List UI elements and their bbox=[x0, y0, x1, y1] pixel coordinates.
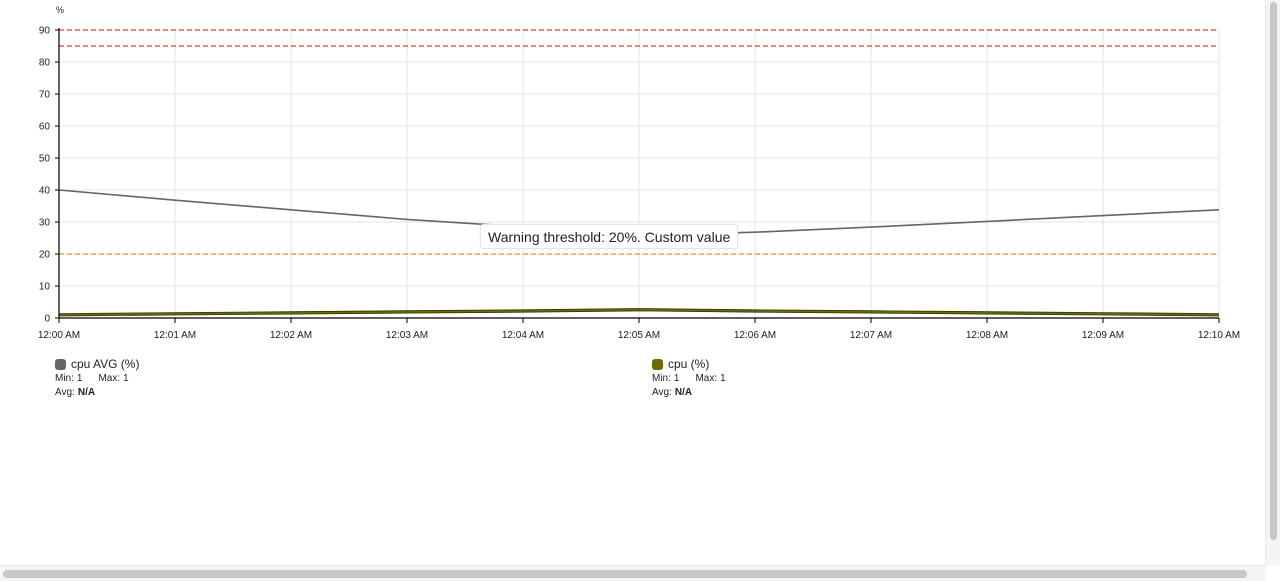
x-tick-label: 12:08 AM bbox=[966, 330, 1008, 341]
avg-label: Avg: bbox=[55, 387, 75, 398]
cpu-chart: 0 10 20 30 40 50 60 70 80 90 12:00 AM 12:01 AM 12:02… bbox=[38, 5, 1240, 342]
x-tick-label: 12:06 AM bbox=[734, 330, 776, 341]
y-tick-label: 70 bbox=[39, 90, 51, 101]
avg-value: N/A bbox=[77, 387, 96, 398]
horizontal-scrollbar-thumb[interactable] bbox=[3, 570, 1247, 578]
legend-min-max: Min: 1 Max: 1 bbox=[652, 373, 726, 385]
vertical-scrollbar-thumb[interactable] bbox=[1270, 2, 1277, 540]
y-tick-label: 50 bbox=[39, 154, 51, 165]
max-value: 1 bbox=[720, 373, 726, 384]
y-tick-label: 0 bbox=[44, 314, 50, 325]
min-value: 1 bbox=[76, 373, 83, 384]
max-value: 1 bbox=[123, 373, 129, 384]
min-value: 1 bbox=[673, 373, 680, 384]
max-label: Max: bbox=[98, 373, 121, 384]
y-tick-label: 80 bbox=[39, 58, 51, 69]
y-tick-label: 60 bbox=[39, 122, 51, 133]
y-axis-unit: % bbox=[56, 5, 64, 15]
threshold-lines bbox=[59, 29, 1219, 255]
x-tick-label: 12:00 AM bbox=[38, 330, 80, 341]
legend-min-max: Min: 1 Max: 1 bbox=[55, 373, 139, 385]
legend-item-cpu-avg[interactable]: cpu AVG (%) Min: 1 Max: 1 Avg: N/A bbox=[55, 357, 139, 399]
y-tick-label: 40 bbox=[39, 186, 51, 197]
y-tick-label: 30 bbox=[39, 218, 51, 229]
min-label: Min: bbox=[652, 373, 671, 384]
legend-series-name: cpu AVG (%) bbox=[71, 357, 140, 371]
x-tick-label: 12:10 AM bbox=[1198, 330, 1240, 341]
legend-avg: Avg: N/A bbox=[652, 387, 726, 399]
vertical-scrollbar[interactable] bbox=[1265, 0, 1280, 565]
x-tick-label: 12:04 AM bbox=[502, 330, 544, 341]
x-tick-label: 12:01 AM bbox=[154, 330, 196, 341]
legend-swatch bbox=[55, 358, 66, 370]
chart-axes: 0 10 20 30 40 50 60 70 80 90 12:00 AM 12:01 AM 12:02… bbox=[38, 26, 1240, 342]
y-tick-label: 90 bbox=[39, 26, 51, 37]
legend-series-name: cpu (%) bbox=[668, 357, 710, 371]
x-tick-label: 12:07 AM bbox=[850, 330, 892, 341]
max-label: Max: bbox=[695, 373, 718, 384]
x-tick-label: 12:03 AM bbox=[386, 330, 428, 341]
threshold-tooltip: Warning threshold: 20%. Custom value bbox=[480, 224, 739, 249]
avg-label: Avg: bbox=[652, 387, 672, 398]
avg-value: N/A bbox=[674, 387, 693, 398]
horizontal-scrollbar[interactable] bbox=[0, 565, 1266, 581]
legend-item-cpu[interactable]: cpu (%) Min: 1 Max: 1 Avg: N/A bbox=[652, 357, 726, 399]
y-tick-label: 10 bbox=[39, 282, 51, 293]
y-tick-label: 20 bbox=[39, 250, 51, 261]
chart-grid bbox=[59, 29, 1220, 318]
x-tick-label: 12:05 AM bbox=[618, 330, 660, 341]
min-label: Min: bbox=[55, 373, 74, 384]
x-tick-label: 12:02 AM bbox=[270, 330, 312, 341]
x-tick-label: 12:09 AM bbox=[1082, 330, 1124, 341]
series-line bbox=[58, 308, 1220, 316]
legend-swatch bbox=[652, 358, 663, 370]
legend-avg: Avg: N/A bbox=[55, 387, 139, 399]
